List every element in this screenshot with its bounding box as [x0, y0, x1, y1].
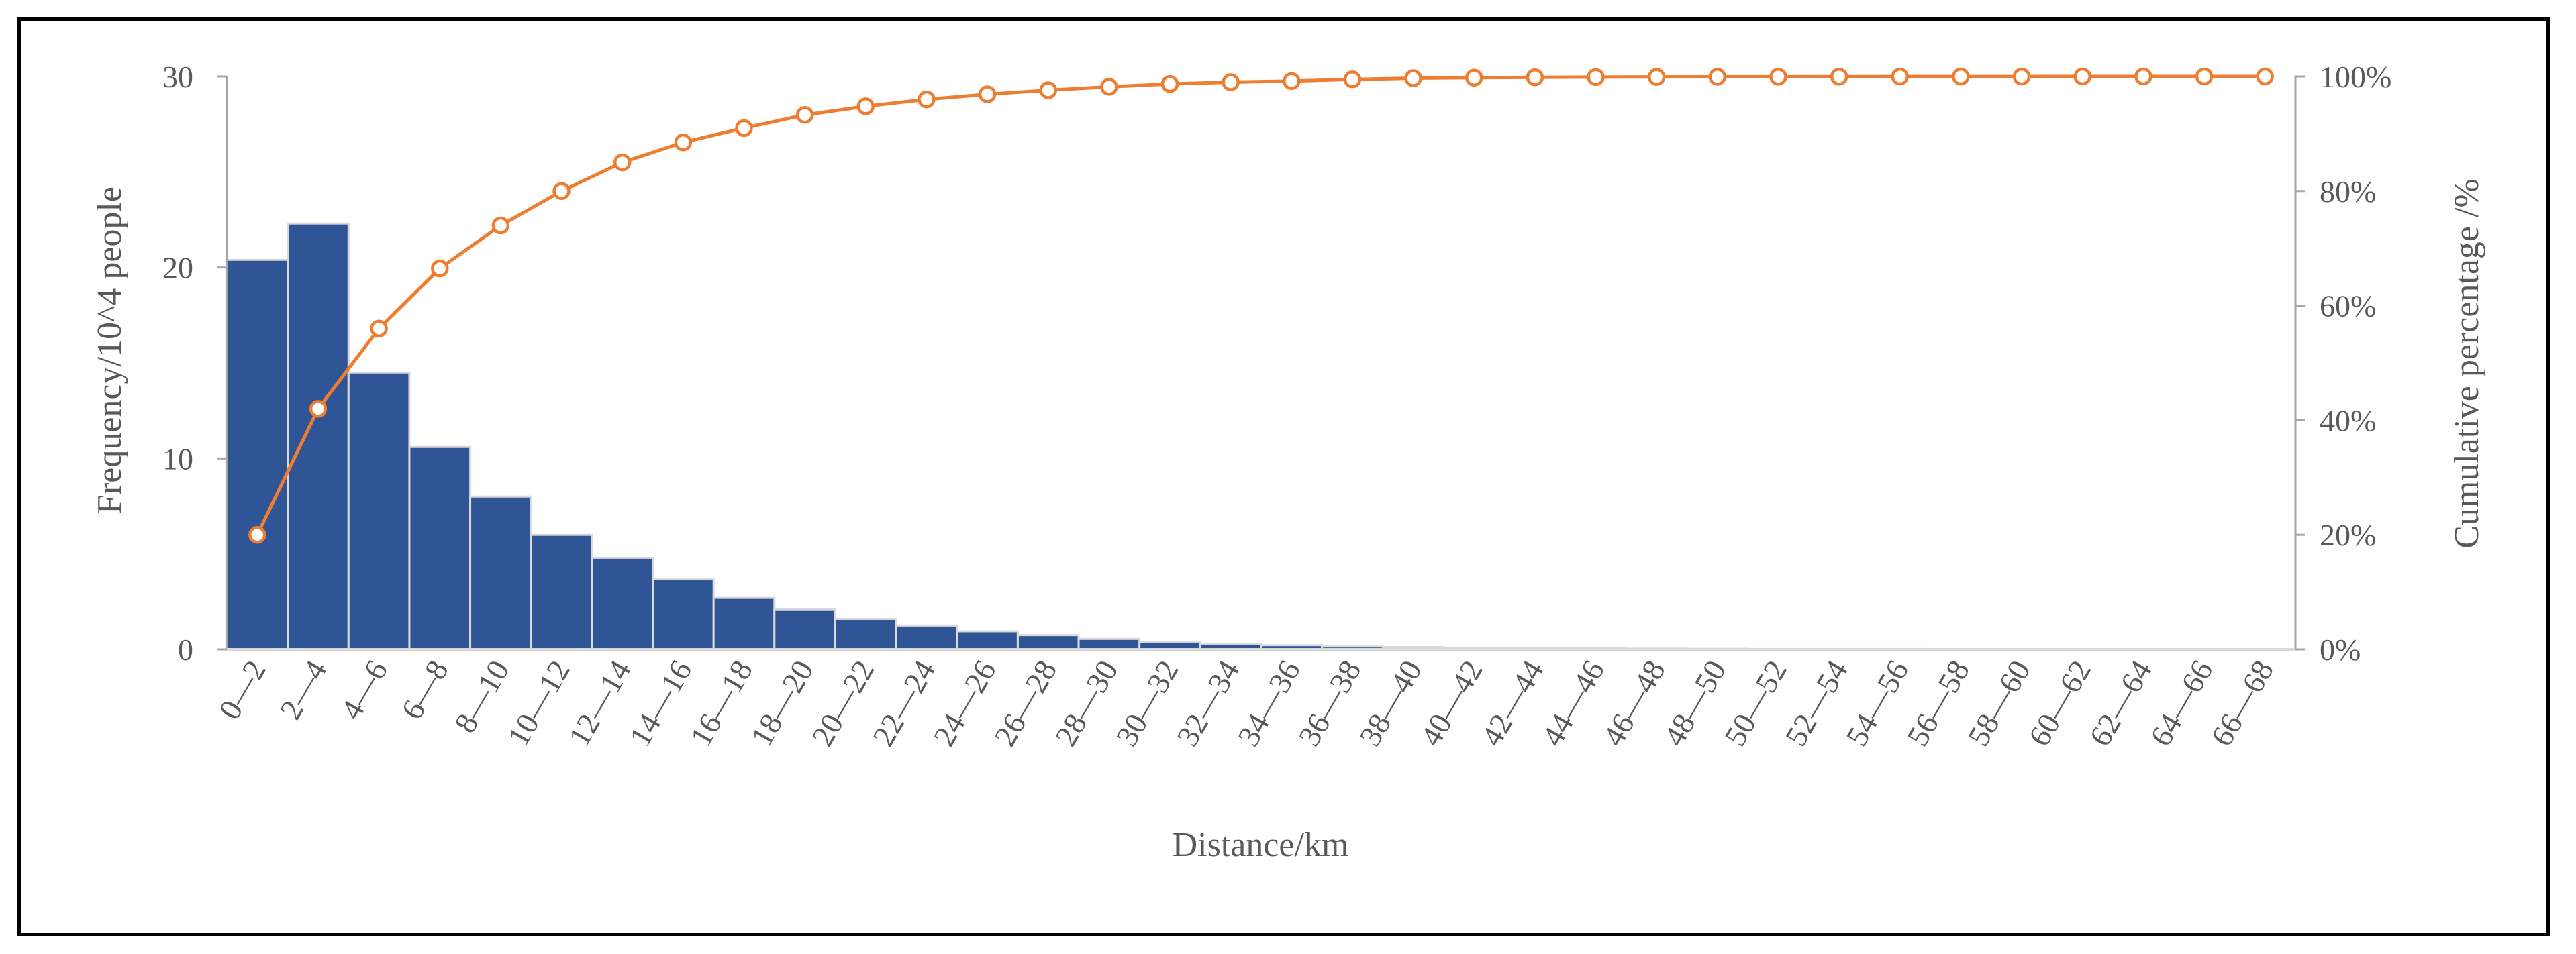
bar [834, 617, 897, 651]
cumulative-point [552, 182, 571, 201]
x-tick-label: 0—2 [212, 655, 273, 725]
y2-tick-label: 40% [2320, 403, 2376, 437]
bar [1077, 637, 1141, 651]
bar [773, 608, 836, 651]
bar [1016, 634, 1080, 651]
cumulative-point [2012, 67, 2031, 86]
cumulative-point [2073, 67, 2091, 86]
x-axis-title: Distance/km [1173, 826, 1349, 864]
cumulative-point [370, 319, 388, 338]
cumulative-point [795, 105, 814, 124]
cumulative-point [978, 85, 997, 103]
cumulative-point [735, 119, 753, 138]
cumulative-point [2134, 67, 2152, 86]
bar [956, 630, 1019, 651]
cumulative-point [1039, 81, 1057, 99]
cumulative-point [491, 216, 510, 235]
y2-tick-label: 0% [2320, 633, 2361, 667]
cumulative-point [1343, 70, 1362, 89]
cumulative-point [674, 133, 693, 152]
y-tick-label: 0 [178, 633, 193, 667]
x-tick-label: 6—8 [395, 655, 455, 725]
cumulative-point [431, 259, 449, 278]
cumulative-point [1283, 72, 1301, 91]
y-tick-label: 10 [162, 441, 193, 476]
cumulative-point [1769, 68, 1787, 86]
bar [408, 445, 472, 651]
cumulative-point [1647, 68, 1666, 86]
bar-series [226, 222, 2297, 651]
cumulative-point [918, 90, 936, 109]
bar [895, 624, 958, 651]
cumulative-point [856, 97, 875, 115]
y2-tick-label: 100% [2320, 60, 2391, 94]
cumulative-point [1100, 78, 1118, 96]
x-tick-label: 2—4 [273, 655, 333, 725]
cumulative-point [309, 400, 328, 418]
cumulative-point [1587, 68, 1605, 87]
bar [287, 222, 350, 651]
bar [652, 578, 715, 651]
bar [712, 596, 776, 651]
y2-tick-label: 60% [2320, 289, 2376, 323]
cumulative-point [2195, 67, 2214, 86]
cumulative-point [613, 153, 632, 172]
cumulative-point [1708, 68, 1727, 86]
y-axis-title: Frequency/10^4 people [91, 187, 129, 514]
x-tick-label: 4—6 [334, 655, 394, 725]
bar [591, 556, 654, 651]
bar [530, 533, 593, 651]
x-tick-label: 66—68 [2204, 655, 2280, 752]
cumulative-point [2256, 67, 2274, 86]
cumulative-point [248, 525, 266, 544]
y-tick-label: 30 [162, 60, 193, 94]
cumulative-point [1465, 68, 1483, 87]
axes [217, 75, 2305, 651]
y2-tick-label: 80% [2320, 174, 2376, 209]
bar [469, 495, 532, 651]
cumulative-point [1952, 67, 1970, 86]
cumulative-line-series [248, 67, 2274, 544]
cumulative-point [1891, 67, 1910, 86]
y-tick-label: 20 [162, 251, 193, 285]
bar [226, 258, 289, 651]
bar [347, 371, 411, 651]
cumulative-point [1526, 68, 1544, 87]
y2-tick-label: 20% [2320, 518, 2376, 552]
cumulative-point [1160, 74, 1179, 93]
cumulative-point [1404, 69, 1422, 87]
cumulative-point [1830, 68, 1848, 86]
cumulative-line [256, 74, 2265, 536]
y2-axis-title: Cumulative percentage /% [2448, 178, 2486, 549]
cumulative-point [1222, 73, 1240, 91]
